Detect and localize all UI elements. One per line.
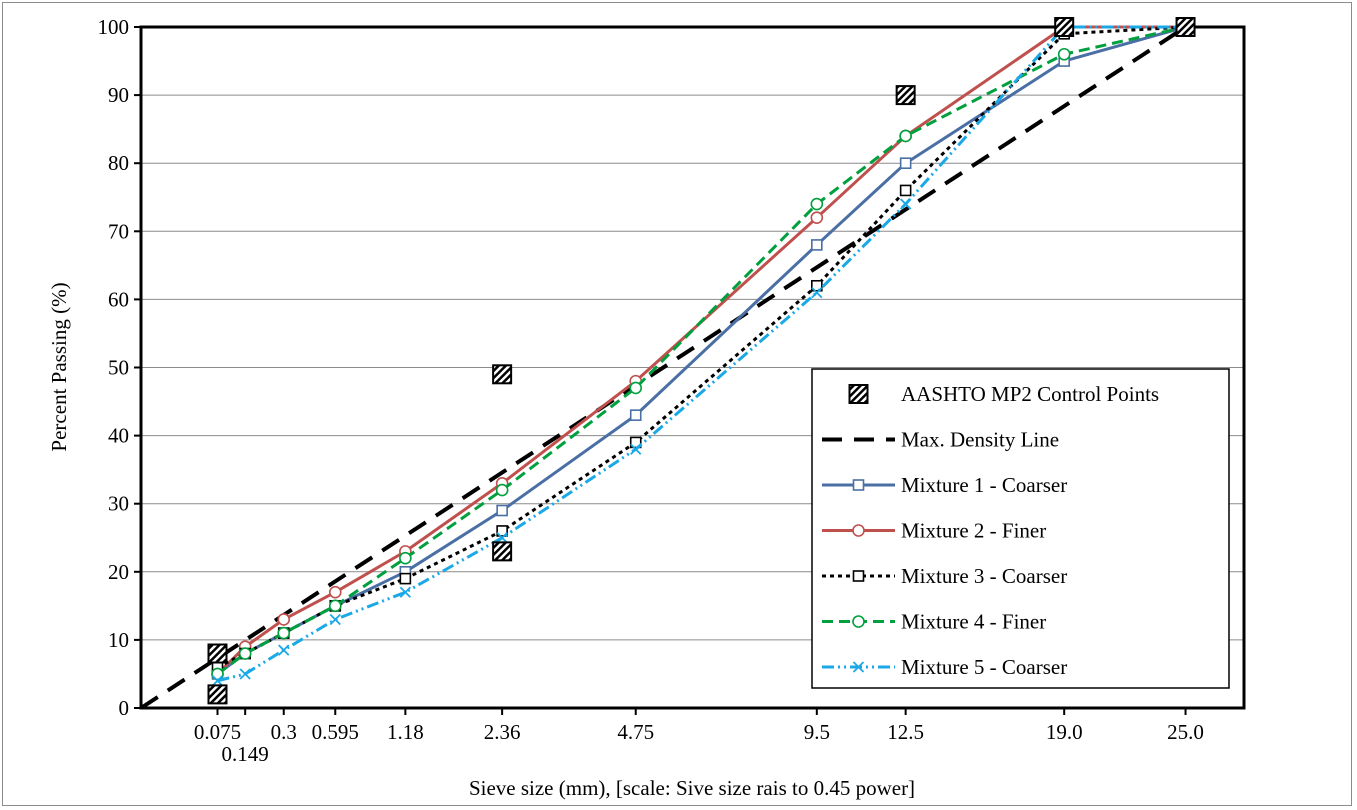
y-tick-label: 0 [119,696,130,720]
y-tick-label: 90 [108,83,129,107]
data-point-mixture-4 [277,626,291,640]
legend-swatch-marker [852,570,865,582]
y-tick-label: 80 [108,151,129,175]
y-tick-label: 70 [108,219,129,243]
legend-swatch-marker [852,524,865,537]
series-line-mixture-5 [217,25,1186,683]
x-tick-label: 9.5 [804,720,830,744]
control-point [895,85,916,106]
legend-label: Mixture 1 - Coarser [901,473,1067,497]
legend-swatch-marker [852,661,865,673]
data-point-mixture-5 [329,613,341,626]
y-tick-label: 10 [108,628,129,652]
x-tick-label: 0.3 [271,720,297,744]
data-point-mixture-4 [399,551,412,565]
x-tick-label: 12.5 [887,720,924,744]
x-axis-title: Sieve size (mm), [scale: Sive size rais … [469,776,915,800]
control-point [207,643,228,664]
x-tick-label: 0.075 [194,720,241,744]
x-tick-label: 0.149 [222,742,269,766]
y-tick-label: 50 [108,356,129,380]
x-tick-label: 0.595 [312,720,359,744]
legend-label: Mixture 3 - Coarser [901,564,1067,588]
y-axis-title: Percent Passing (%) [47,282,71,451]
x-tick-label: 25.0 [1167,720,1204,744]
data-point-mixture-3 [899,184,912,197]
data-point-mixture-5 [278,644,290,656]
data-point-mixture-5 [399,586,411,598]
data-point-mixture-1 [629,409,642,421]
data-point-mixture-3 [399,572,412,585]
legend-label: AASHTO MP2 Control Points [901,382,1159,406]
data-point-mixture-4 [810,197,824,211]
legend-label: Mixture 2 - Finer [901,519,1046,543]
data-point-mixture-2 [328,585,342,599]
data-point-mixture-4 [1057,47,1071,61]
data-point-mixture-4 [495,483,509,497]
x-tick-label: 19.0 [1046,720,1083,744]
data-point-mixture-5 [239,668,251,680]
y-tick-label: 40 [108,424,129,448]
legend-swatch-marker [852,479,865,491]
legend-swatch-marker [852,615,865,628]
legend-swatch-control-points [848,384,869,404]
y-tick-label: 20 [108,560,129,584]
data-point-mixture-5 [211,675,224,687]
data-point-mixture-5 [630,443,642,455]
data-point-mixture-4 [238,647,252,660]
control-point [492,364,513,385]
data-point-mixture-3 [496,525,508,537]
y-tick-label: 100 [98,15,130,39]
data-point-mixture-4 [899,129,912,143]
legend-box [811,368,1230,689]
legend-label: Mixture 5 - Coarser [901,655,1067,679]
x-tick-label: 4.75 [617,720,654,744]
data-point-mixture-1 [899,157,912,169]
y-tick-label: 30 [108,492,129,516]
legend-label: Mixture 4 - Finer [901,610,1046,634]
control-point [492,541,513,562]
control-point [1175,17,1196,37]
x-tick-label: 2.36 [484,720,521,744]
data-point-mixture-4 [328,599,342,613]
data-point-mixture-2 [277,613,291,626]
x-tick-label: 1.18 [387,720,424,744]
data-point-mixture-5 [811,286,823,299]
legend-label: Max. Density Line [901,428,1059,452]
data-point-mixture-1 [496,504,508,517]
control-point [207,684,228,705]
control-point [1054,17,1075,37]
data-point-mixture-5 [496,532,508,544]
max-density-line [139,25,1187,710]
data-point-mixture-2 [810,211,824,224]
data-point-mixture-4 [629,381,643,395]
series-line-mixture-4 [216,25,1186,676]
data-point-mixture-5 [900,198,912,210]
y-tick-label: 60 [108,287,129,311]
data-point-mixture-1 [811,239,823,251]
